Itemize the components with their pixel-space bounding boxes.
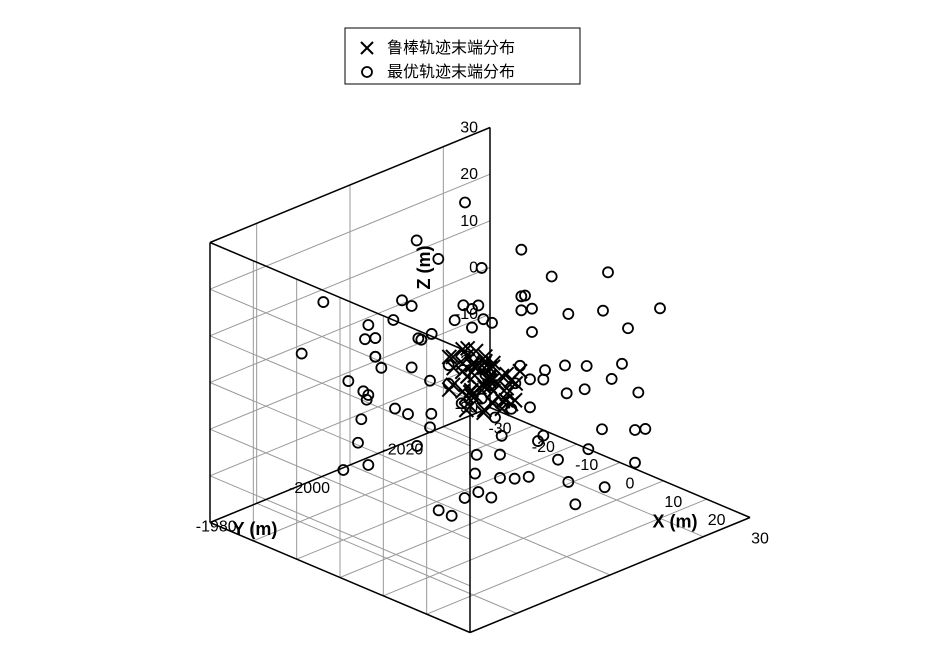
scatter3d-chart: -30-20-100102030-2020-2000-1980-30-20-10… <box>0 0 929 666</box>
z-tick-label: 30 <box>460 120 478 137</box>
x-axis-label: X (m) <box>653 512 698 532</box>
legend-label: 鲁棒轨迹末端分布 <box>387 39 515 57</box>
z-axis-label: Z (m) <box>414 246 434 290</box>
z-tick-label: 10 <box>460 213 478 230</box>
x-tick-label: 30 <box>751 531 769 548</box>
y-tick-label: -1980 <box>196 518 237 535</box>
y-axis-label: Y (m) <box>233 519 278 539</box>
data-points <box>297 198 665 521</box>
x-tick-label: -30 <box>488 421 511 438</box>
z-tick-label: 20 <box>460 166 478 183</box>
x-tick-label: 10 <box>664 494 682 511</box>
x-tick-label: 20 <box>708 512 726 529</box>
legend-label: 最优轨迹末端分布 <box>387 63 515 81</box>
chart-container: -30-20-100102030-2020-2000-1980-30-20-10… <box>0 0 929 666</box>
x-tick-label: 0 <box>626 476 635 493</box>
legend: 鲁棒轨迹末端分布最优轨迹末端分布 <box>345 28 580 84</box>
y-tick-label: -2000 <box>289 480 330 497</box>
x-tick-label: -10 <box>575 457 598 474</box>
